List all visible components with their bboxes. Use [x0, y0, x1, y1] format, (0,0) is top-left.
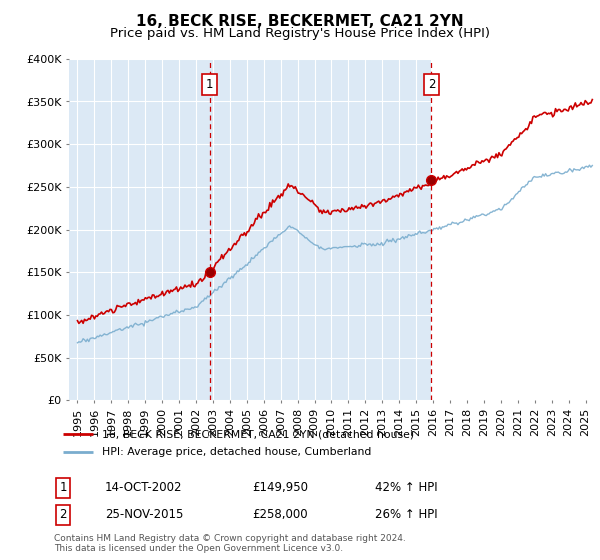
Text: 25-NOV-2015: 25-NOV-2015 — [105, 508, 184, 521]
Bar — [209, 59, 431, 400]
Text: Price paid vs. HM Land Registry's House Price Index (HPI): Price paid vs. HM Land Registry's House … — [110, 27, 490, 40]
Text: £149,950: £149,950 — [252, 481, 308, 494]
Text: 14-OCT-2002: 14-OCT-2002 — [105, 481, 182, 494]
Text: Contains HM Land Registry data © Crown copyright and database right 2024.
This d: Contains HM Land Registry data © Crown c… — [54, 534, 406, 553]
Text: 42% ↑ HPI: 42% ↑ HPI — [375, 481, 437, 494]
Text: 2: 2 — [59, 508, 67, 521]
Text: 1: 1 — [206, 78, 214, 91]
Bar — [69, 59, 209, 400]
Text: 16, BECK RISE, BECKERMET, CA21 2YN (detached house): 16, BECK RISE, BECKERMET, CA21 2YN (deta… — [101, 429, 413, 439]
Text: 26% ↑ HPI: 26% ↑ HPI — [375, 508, 437, 521]
Text: 2: 2 — [428, 78, 435, 91]
Text: 16, BECK RISE, BECKERMET, CA21 2YN: 16, BECK RISE, BECKERMET, CA21 2YN — [136, 14, 464, 29]
Text: HPI: Average price, detached house, Cumberland: HPI: Average price, detached house, Cumb… — [101, 447, 371, 457]
Bar — [431, 59, 594, 400]
Text: 1: 1 — [59, 481, 67, 494]
Text: £258,000: £258,000 — [252, 508, 308, 521]
